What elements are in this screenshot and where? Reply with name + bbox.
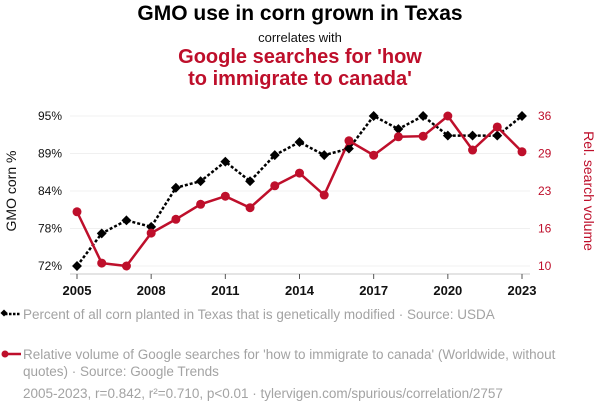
data-point-search-volume: [468, 145, 478, 155]
data-point-search-volume: [418, 131, 428, 141]
data-point-gmo-corn: [393, 124, 404, 134]
data-point-search-volume: [295, 168, 304, 178]
gridlines: [70, 115, 530, 267]
data-point-gmo-corn: [467, 130, 478, 141]
legend-swatch-series2: [1, 350, 21, 358]
data-point-search-volume: [319, 190, 329, 200]
data-point-gmo-corn: [319, 150, 330, 161]
x-tick-label: 2023: [508, 283, 537, 298]
data-point-gmo-corn: [121, 215, 132, 226]
data-point-search-volume: [220, 191, 230, 201]
data-point-search-volume: [443, 111, 453, 121]
y-tick-right-label: 10: [538, 259, 552, 273]
data-point-gmo-corn: [245, 176, 256, 187]
y-tick-right-label: 29: [538, 147, 552, 161]
y-tick-right-label: 36: [538, 109, 552, 123]
x-tick-label: 2020: [433, 283, 462, 298]
data-point-gmo-corn: [146, 221, 157, 232]
data-point-gmo-corn: [294, 137, 305, 148]
chart-title-secondary-line1: Google searches for 'how: [178, 46, 422, 68]
data-point-gmo-corn: [418, 111, 429, 121]
data-point-gmo-corn: [220, 156, 231, 167]
y-tick-left-label: 78%: [38, 222, 62, 236]
data-point-search-volume: [245, 203, 255, 213]
data-point-search-volume: [492, 122, 502, 132]
data-point-gmo-corn: [72, 261, 82, 271]
x-tick-label: 2008: [137, 283, 166, 298]
legend-item-series1: Percent of all corn planted in Texas tha…: [23, 307, 495, 322]
diamond-marker-icon: [0, 309, 8, 317]
axes: 72% 10 78% 16 84% 23 89% 29 95% 36 2005 2008 2011 201…: [38, 109, 552, 298]
chart-subtitle: correlates with: [258, 30, 342, 45]
footer-stats: 2005-2023, r=0.842, r²=0.710, p<0.01 · t…: [23, 386, 503, 401]
data-point-gmo-corn: [442, 130, 453, 141]
data-point-gmo-corn: [269, 150, 280, 161]
chart-title-secondary-line2: to immigrate to canada': [188, 68, 412, 90]
data-point-gmo-corn: [195, 176, 206, 187]
data-point-gmo-corn: [492, 130, 503, 141]
data-point-search-volume: [344, 136, 354, 146]
data-point-search-volume: [72, 207, 82, 217]
circle-marker-icon: [1, 350, 9, 358]
chart-title-secondary: Google searches for 'how to immigrate to…: [0, 46, 600, 90]
data-point-search-volume: [517, 147, 527, 157]
x-tick-label: 2017: [359, 283, 388, 298]
y-tick-right-label: 23: [538, 184, 552, 198]
x-tick-label: 2011: [211, 283, 239, 298]
x-tick-label: 2014: [285, 283, 315, 298]
y-tick-right-label: 16: [538, 222, 552, 236]
data-point-search-volume: [196, 199, 206, 209]
data-point-gmo-corn: [170, 182, 181, 193]
y-tick-left-label: 89%: [38, 147, 62, 161]
data-point-search-volume: [97, 258, 107, 268]
data-point-gmo-corn: [96, 228, 107, 239]
y-tick-left-label: 95%: [38, 109, 62, 123]
legend-item-series2: Relative volume of Google searches for '…: [23, 347, 556, 379]
chart-title: GMO use in corn grown in Texas: [137, 2, 463, 25]
data-point-gmo-corn: [517, 111, 527, 121]
y-axis-left-title: GMO corn %: [3, 151, 19, 232]
x-tick-label: 2005: [63, 283, 92, 298]
y-tick-left-label: 72%: [38, 259, 62, 273]
data-point-search-volume: [121, 261, 131, 271]
y-tick-left-label: 84%: [38, 184, 62, 198]
data-point-search-volume: [369, 150, 379, 160]
data-point-search-volume: [146, 228, 156, 238]
legend-swatch-series1: [0, 309, 21, 317]
data-point-search-volume: [171, 214, 181, 224]
y-axis-right-title: Rel. search volume: [581, 131, 597, 251]
data-point-gmo-corn: [343, 143, 354, 154]
data-point-search-volume: [270, 181, 280, 191]
data-point-search-volume: [393, 132, 403, 142]
